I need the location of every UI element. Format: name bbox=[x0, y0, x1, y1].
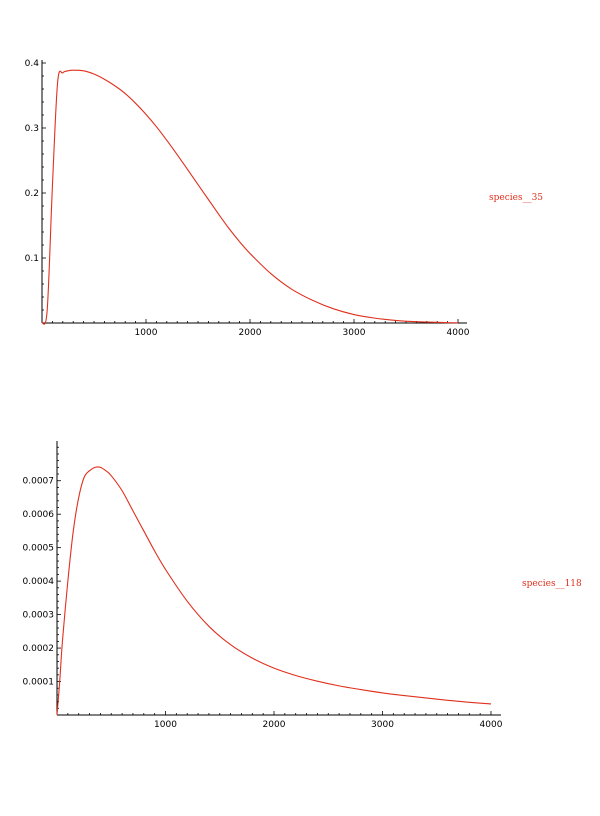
y-tick-label: 0.2 bbox=[25, 189, 39, 199]
series-line-species__118 bbox=[56, 466, 492, 716]
y-tick-label: 0.0001 bbox=[23, 678, 55, 688]
x-tick-label: 2000 bbox=[239, 328, 262, 338]
x-tick-label: 4000 bbox=[480, 720, 503, 730]
y-tick-label: 0.0002 bbox=[23, 644, 55, 654]
y-tick-label: 0.0003 bbox=[23, 611, 55, 621]
x-tick-label: 3000 bbox=[343, 328, 366, 338]
series-line-species__35 bbox=[41, 69, 459, 325]
y-tick-label: 0.4 bbox=[25, 59, 40, 69]
y-tick-label: 0.1 bbox=[25, 254, 39, 264]
y-tick-label: 0.0006 bbox=[23, 510, 55, 520]
legend-label: species__35 bbox=[489, 193, 543, 203]
x-tick-label: 4000 bbox=[447, 328, 470, 338]
y-tick-label: 0.0004 bbox=[23, 577, 55, 587]
x-tick-label: 3000 bbox=[371, 720, 394, 730]
chart-species-118: 1000 2000 3000 4000 0.0001 0.0002 0.0003 0.0004… bbox=[23, 441, 582, 730]
x-tick-label: 2000 bbox=[263, 720, 286, 730]
chart-species-35: 1000 2000 3000 4000 0.1 0.2 0.3 0.4 species__35 bbox=[25, 59, 544, 338]
x-tick-label: 1000 bbox=[135, 328, 158, 338]
y-tick-label: 0.0005 bbox=[23, 544, 55, 554]
x-tick-label: 1000 bbox=[154, 720, 177, 730]
legend-label: species__118 bbox=[522, 579, 582, 589]
y-tick-label: 0.3 bbox=[25, 124, 39, 134]
y-tick-label: 0.0007 bbox=[23, 477, 55, 487]
